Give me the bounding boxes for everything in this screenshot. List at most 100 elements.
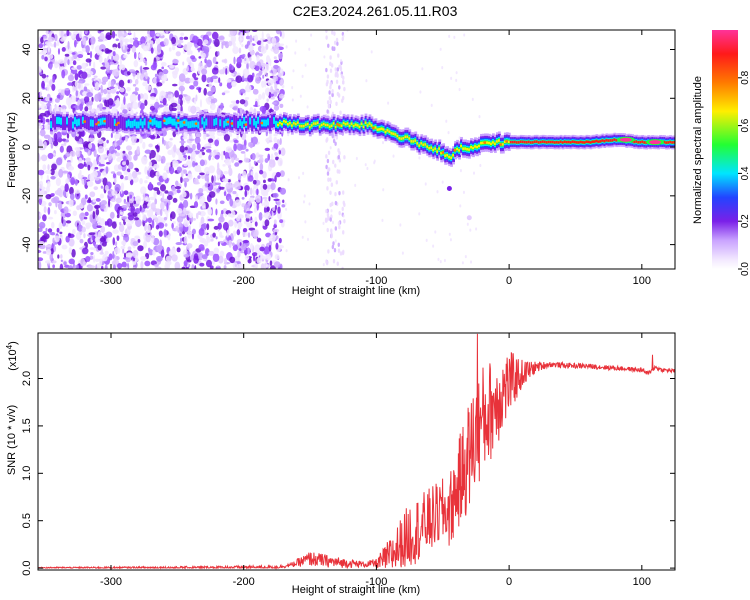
spectrogram-noise-speck (42, 117, 46, 125)
spectrogram-ridge-cell (382, 128, 386, 131)
spectrogram-noise-speck (443, 258, 446, 263)
spectrogram-noise-speck (63, 140, 67, 146)
spectrogram-noise-speck (249, 243, 254, 251)
spectrogram-ridge-cell (205, 118, 209, 126)
spectrogram-ridge-cell (424, 143, 428, 146)
spectrogram-noise-speck (214, 154, 220, 160)
spectrogram-noise-speck (172, 221, 176, 224)
spectrogram-noise-speck (179, 232, 182, 237)
spectrogram-noise-speck (250, 137, 254, 144)
spectrogram-noise-speck (201, 74, 207, 83)
spectrogram-noise-speck (279, 219, 284, 224)
spectrogram-noise-speck (201, 202, 206, 209)
spectrogram-ridge-cell (60, 117, 63, 125)
spectrogram-ridge-cell (380, 127, 384, 130)
spectrogram-ridge-cell (161, 114, 165, 129)
spectrogram-noise-speck (118, 223, 125, 233)
spectrogram-noise-speck (189, 254, 194, 261)
spectrogram-noise-speck (445, 119, 448, 123)
spectrogram-noise-speck (152, 249, 156, 256)
spectrogram-noise-speck (330, 182, 334, 187)
spectrogram-noise-speck (197, 211, 202, 216)
spectrogram-ridge-cell (290, 124, 294, 127)
spectrogram-noise-speck (146, 224, 151, 233)
spectrogram-ridge-cell (495, 140, 499, 143)
spectrogram-noise-speck (213, 175, 217, 183)
spectrogram-noise-speck (242, 240, 249, 244)
spectrogram-noise-speck (51, 163, 57, 171)
spectrogram-ridge-cell (302, 124, 306, 128)
spectrogram-ridge-core (597, 140, 601, 143)
spectrogram-noise-speck (57, 202, 63, 211)
spectrogram-noise-speck (163, 168, 167, 171)
spectrogram-ridge-cell (294, 122, 298, 126)
spectrogram-noise-speck (301, 235, 304, 239)
spectrogram-noise-speck (198, 188, 204, 194)
spectrogram-noise-speck (182, 199, 189, 209)
spectrogram-noise-speck (76, 133, 79, 137)
spectrogram-noise-speck (249, 141, 254, 149)
spectrogram-noise-speck (278, 52, 283, 60)
spectrogram-noise-speck (339, 110, 342, 115)
spectrogram-ridge-core (561, 141, 565, 144)
spectrogram-noise-speck (176, 247, 181, 253)
spectrogram-noise-speck (57, 254, 60, 259)
spectrogram-noise-speck (219, 82, 223, 87)
spectrogram-ridge-cell (456, 147, 459, 151)
spectrogram-noise-speck (71, 52, 76, 55)
spectrogram-ridge-cell (346, 122, 350, 125)
spectrogram-noise-speck (190, 67, 195, 72)
spectrogram-y-tick-label: 40 (21, 43, 33, 55)
spectrogram-noise-speck (210, 86, 216, 93)
spectrogram-noise-speck (275, 156, 279, 161)
spectrogram-ridge-cell (67, 117, 71, 132)
spectrogram-noise-speck (338, 210, 341, 216)
spectrogram-noise-speck (275, 235, 279, 240)
spectrogram-noise-speck (205, 259, 213, 268)
snr-scale-prefix: (x10 (7, 349, 19, 370)
spectrogram-noise-speck (83, 96, 90, 103)
spectrogram-noise-speck (231, 80, 237, 88)
spectrogram-noise-speck (245, 217, 250, 222)
spectrogram-noise-speck (99, 237, 106, 243)
spectrogram-noise-speck (112, 250, 115, 260)
spectrogram-noise-speck (326, 74, 330, 79)
spectrogram-noise-speck (114, 241, 118, 247)
spectrogram-noise-speck (229, 256, 236, 264)
spectrogram-noise-speck (42, 214, 47, 222)
spectrogram-noise-speck (220, 209, 224, 215)
spectrogram-noise-speck (101, 266, 104, 269)
spectrogram-noise-speck (120, 232, 125, 237)
spectrogram-noise-speck (211, 75, 218, 80)
spectrogram-noise-speck (212, 253, 220, 263)
spectrogram-ridge-core (641, 140, 645, 144)
spectrogram-noise-speck (182, 187, 185, 194)
spectrogram-noise-speck (225, 67, 228, 75)
spectrogram-noise-speck (135, 87, 139, 92)
spectrogram-noise-speck (255, 77, 261, 84)
spectrogram-noise-speck (99, 258, 103, 266)
spectrogram-noise-speck (462, 190, 465, 194)
spectrogram-noise-speck (282, 199, 285, 204)
spectrogram-noise-speck (93, 247, 97, 251)
snr-series-line (38, 333, 675, 570)
spectrogram-noise-speck (177, 43, 182, 47)
spectrogram-ridge-core (573, 140, 577, 144)
spectrogram-noise-speck (91, 170, 98, 178)
spectrogram-noise-speck (326, 212, 330, 218)
spectrogram-noise-speck (263, 246, 270, 256)
spectrogram-noise-speck (47, 36, 55, 42)
spectrogram-noise-speck (170, 211, 176, 220)
spectrogram-noise-speck (98, 165, 102, 170)
spectrogram-noise-speck (199, 172, 205, 176)
spectrogram-noise-speck (263, 200, 270, 208)
spectrogram-ridge-cell (52, 114, 55, 128)
spectrogram-noise-speck (198, 152, 203, 159)
spectrogram-noise-speck (188, 212, 194, 219)
spectrogram-noise-speck (38, 169, 45, 176)
spectrogram-ridge-cell (362, 125, 366, 129)
spectrogram-ridge-cell (167, 117, 171, 125)
spectrogram-noise-speck (252, 179, 257, 185)
spectrogram-noise-speck (133, 60, 139, 68)
spectrogram-noise-speck (152, 237, 160, 246)
